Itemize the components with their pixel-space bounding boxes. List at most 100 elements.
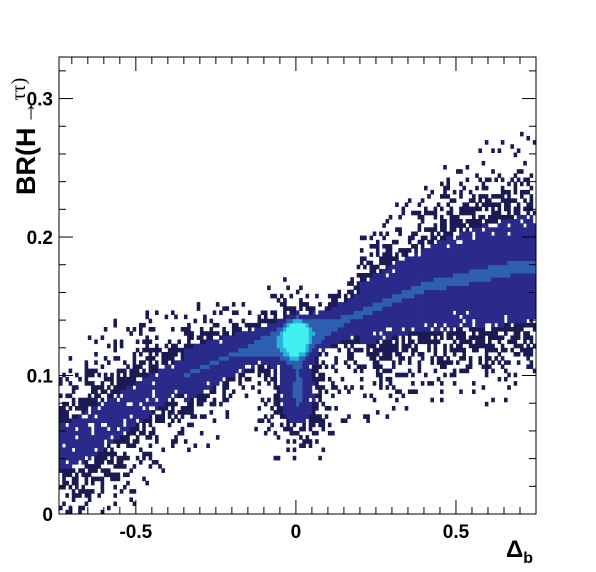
heatmap-cell	[228, 343, 233, 349]
heatmap-cell	[142, 389, 146, 394]
heatmap-cell	[62, 468, 66, 473]
heatmap-cell	[199, 430, 204, 436]
heatmap-cell	[126, 364, 130, 369]
heatmap-cell	[171, 406, 175, 411]
heatmap-cell	[411, 289, 415, 295]
heatmap-cell	[94, 464, 98, 469]
heatmap-cell	[385, 385, 390, 390]
heatmap-cell	[283, 381, 287, 386]
heatmap-cell	[132, 376, 137, 382]
heatmap-cell	[375, 273, 380, 278]
heatmap-cell	[231, 347, 236, 353]
heatmap-cell	[100, 439, 105, 444]
heatmap-cell	[283, 331, 287, 336]
heatmap-cell	[513, 198, 518, 203]
heatmap-cell	[295, 360, 300, 365]
heatmap-cell	[407, 298, 412, 303]
heatmap-cell	[177, 381, 181, 386]
heatmap-cell	[484, 185, 489, 191]
heatmap-cell	[209, 343, 214, 349]
heatmap-cell	[526, 273, 530, 278]
heatmap-cell	[491, 302, 495, 307]
heatmap-cell	[465, 364, 470, 369]
heatmap-cell	[235, 331, 239, 336]
heatmap-cell	[478, 231, 482, 237]
heatmap-cell	[475, 327, 479, 332]
heatmap-cell	[510, 347, 514, 353]
heatmap-cell	[225, 360, 230, 365]
heatmap-cell	[347, 322, 351, 328]
heatmap-cell	[436, 314, 441, 320]
heatmap-cell	[209, 364, 214, 369]
heatmap-cell	[523, 322, 527, 328]
heatmap-cell	[436, 260, 441, 266]
heatmap-cell	[238, 364, 242, 369]
heatmap-cell	[247, 331, 252, 336]
heatmap-cell	[395, 302, 399, 307]
heatmap-cell	[62, 460, 66, 465]
heatmap-cell	[254, 322, 258, 328]
heatmap-cell	[222, 331, 226, 336]
heatmap-cell	[411, 347, 415, 353]
heatmap-cell	[315, 401, 319, 407]
heatmap-cell	[369, 268, 374, 274]
heatmap-cell	[199, 327, 204, 332]
heatmap-cell	[103, 468, 108, 473]
heatmap-cell	[167, 364, 172, 369]
heatmap-cell	[414, 302, 418, 307]
heatmap-cell	[276, 352, 281, 357]
heatmap-cell	[94, 426, 98, 432]
heatmap-cell	[251, 343, 255, 349]
heatmap-cell	[334, 293, 338, 299]
heatmap-cell	[292, 414, 297, 419]
heatmap-cell	[100, 451, 105, 457]
heatmap-cell	[443, 223, 447, 228]
heatmap-cell	[59, 435, 63, 440]
heatmap-cell	[289, 318, 294, 324]
heatmap-cell	[484, 227, 489, 232]
heatmap-cell	[286, 410, 290, 415]
heatmap-cell	[478, 322, 482, 328]
heatmap-cell	[196, 393, 201, 399]
heatmap-cell	[337, 331, 342, 336]
heatmap-cell	[484, 206, 489, 212]
heatmap-cell	[436, 331, 441, 336]
heatmap-cell	[440, 397, 444, 403]
heatmap-cell	[148, 418, 153, 423]
heatmap-cell	[343, 327, 348, 332]
heatmap-cell	[276, 339, 281, 345]
heatmap-cell	[366, 339, 370, 345]
heatmap-cell	[391, 293, 396, 299]
heatmap-cell	[449, 214, 454, 220]
heatmap-cell	[142, 418, 146, 423]
heatmap-cell	[286, 331, 290, 336]
heatmap-cell	[443, 360, 447, 365]
heatmap-cell	[180, 389, 185, 394]
heatmap-cell	[484, 331, 489, 336]
heatmap-cell	[123, 389, 127, 394]
heatmap-cell	[71, 460, 76, 465]
heatmap-cell	[289, 314, 294, 320]
heatmap-cell	[491, 335, 495, 340]
heatmap-cell	[510, 144, 514, 149]
heatmap-cell	[510, 273, 514, 278]
heatmap-cell	[391, 239, 396, 245]
heatmap-cell	[523, 214, 527, 220]
heatmap-cell	[369, 356, 374, 361]
heatmap-cell	[407, 310, 412, 315]
heatmap-cell	[462, 347, 466, 353]
heatmap-cell	[411, 235, 415, 241]
heatmap-cell	[59, 447, 63, 453]
heatmap-cell	[462, 244, 466, 249]
heatmap-cell	[497, 310, 502, 315]
heatmap-cell	[308, 406, 313, 411]
heatmap-cell	[449, 273, 454, 278]
heatmap-cell	[289, 426, 294, 432]
heatmap-cell	[484, 356, 489, 361]
heatmap-cell	[388, 285, 393, 291]
heatmap-cell	[456, 318, 460, 324]
heatmap-cell	[311, 339, 316, 345]
heatmap-cell	[71, 414, 76, 419]
heatmap-cell	[190, 381, 194, 386]
heatmap-cell	[401, 252, 406, 257]
